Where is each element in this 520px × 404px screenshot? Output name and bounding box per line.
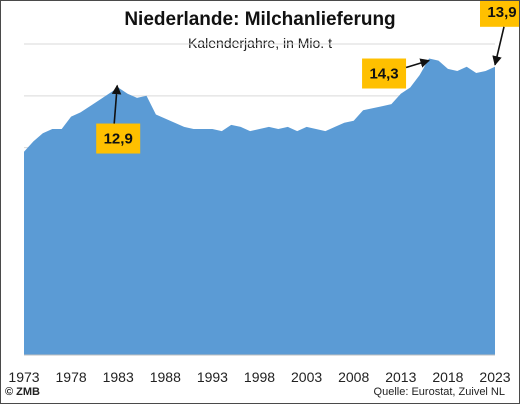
x-tick-label: 2003 — [291, 369, 322, 385]
copyright-label: © ZMB — [5, 386, 40, 398]
x-tick-label: 1983 — [103, 369, 134, 385]
x-tick-label: 1993 — [197, 369, 228, 385]
x-tick-label: 2008 — [338, 369, 369, 385]
series-area-layer — [24, 58, 495, 355]
x-tick-label: 1978 — [56, 369, 87, 385]
callouts: 12,9 14,3 13,9 — [96, 1, 519, 154]
callout-1: 14,3 — [362, 58, 430, 89]
callout-label: 12,9 — [104, 131, 133, 148]
callout-2: 13,9 — [480, 1, 519, 66]
x-tick-label: 1988 — [150, 369, 181, 385]
callout-arrow — [492, 26, 505, 66]
callout-box — [480, 1, 519, 27]
series-area — [24, 58, 495, 355]
chart-subtitle: Kalenderjahre, in Mio. t — [188, 35, 332, 51]
chart-title: Niederlande: Milchanlieferung — [124, 9, 396, 30]
callout-arrow — [405, 58, 430, 69]
callout-box — [362, 58, 407, 89]
source-label: Quelle: Eurostat, Zuivel NL — [373, 386, 505, 398]
callout-arrow — [111, 84, 122, 124]
callout-label: 13,9 — [487, 4, 516, 21]
x-axis: 1973 1978 1983 1988 1993 1998 2003 2008 2013 2018… — [8, 354, 511, 385]
x-tick-label: 1998 — [244, 369, 275, 385]
x-tick-label: 2023 — [479, 369, 510, 385]
callout-label: 14,3 — [369, 66, 398, 83]
callout-box — [96, 123, 141, 154]
x-tick-label: 2013 — [385, 369, 416, 385]
x-tick-label: 2018 — [432, 369, 463, 385]
callout-0: 12,9 — [96, 84, 141, 154]
x-tick-label: 1973 — [8, 369, 39, 385]
